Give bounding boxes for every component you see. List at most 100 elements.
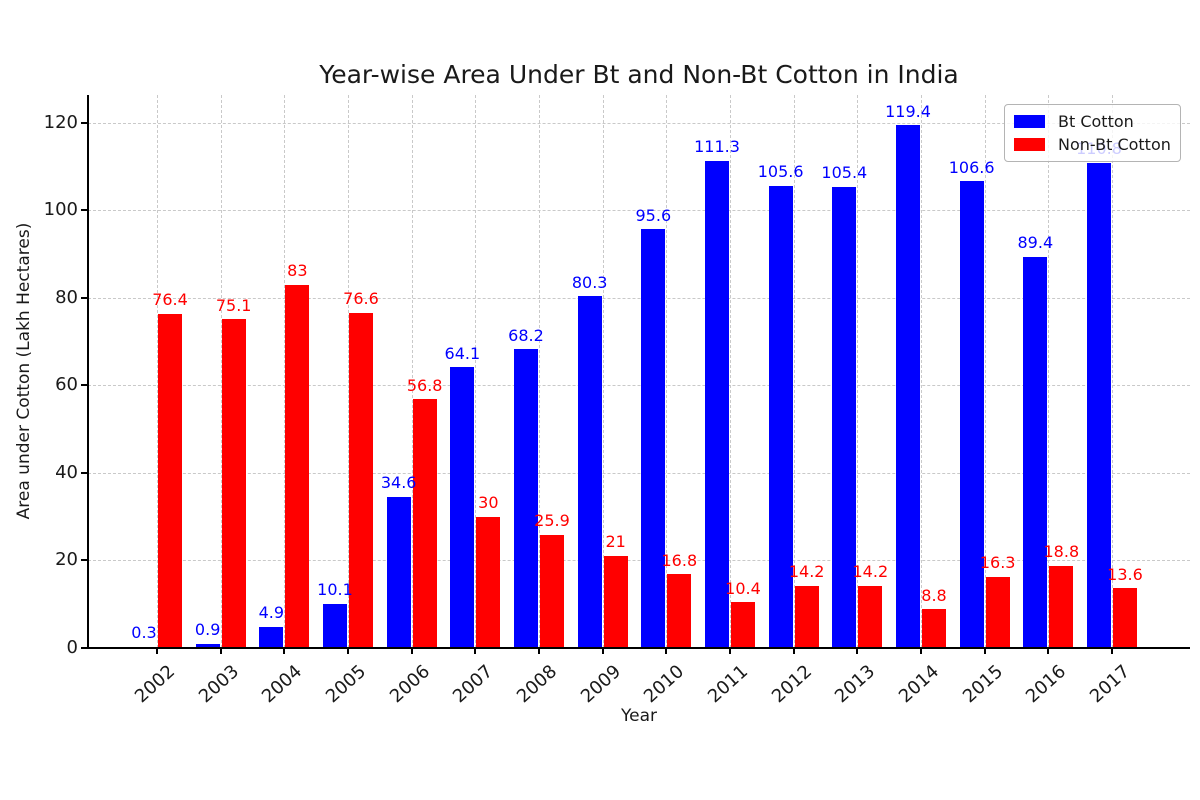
- bar-value-non-bt-cotton-2011: 10.4: [725, 578, 761, 598]
- legend-swatch-bt-cotton: [1014, 115, 1045, 128]
- bar-value-bt-cotton-2008: 68.2: [508, 325, 544, 345]
- y-tick-label-40: 40: [55, 461, 78, 483]
- x-tick-label-2002: 2002: [130, 661, 180, 708]
- bar-non-bt-cotton-2013: [858, 585, 883, 648]
- x-tick-mark-2009: [601, 648, 604, 654]
- gridline-vertical-2015: [984, 95, 986, 648]
- gridline-horizontal-20: [88, 560, 1190, 562]
- bar-value-non-bt-cotton-2017: 13.6: [1107, 564, 1143, 584]
- gridline-vertical-2003: [220, 95, 222, 648]
- bar-non-bt-cotton-2014: [921, 609, 946, 648]
- bar-value-bt-cotton-2010: 95.6: [635, 205, 672, 225]
- gridline-vertical-2010: [666, 95, 668, 648]
- bar-value-non-bt-cotton-2007: 30: [478, 493, 499, 513]
- x-tick-mark-2012: [792, 648, 795, 654]
- bar-non-bt-cotton-2016: [1049, 565, 1074, 648]
- bar-bt-cotton-2017: [1086, 162, 1111, 648]
- plot-area: 0.3 0.9 4.9 10.1 34.6 64.1 68.2 80.3 95.6 111.3 10…: [87, 95, 1190, 649]
- bar-value-non-bt-cotton-2008: 25.9: [534, 511, 570, 531]
- bar-value-bt-cotton-2011: 111.3: [694, 137, 740, 157]
- bar-value-non-bt-cotton-2016: 18.8: [1043, 542, 1080, 562]
- y-axis-line: [87, 95, 89, 648]
- y-tick-label-100: 100: [43, 199, 78, 221]
- bar-bt-cotton-2005: [322, 603, 347, 648]
- x-tick-mark-2005: [346, 648, 349, 654]
- bar-non-bt-cotton-2011: [730, 602, 755, 648]
- bar-value-bt-cotton-2009: 80.3: [571, 272, 608, 292]
- bar-value-bt-cotton-2003: 0.9: [194, 620, 221, 640]
- bar-bt-cotton-2013: [832, 186, 857, 648]
- x-tick-mark-2002: [156, 648, 158, 654]
- bar-value-non-bt-cotton-2003: 75.1: [215, 295, 252, 315]
- bar-non-bt-cotton-2008: [539, 534, 564, 648]
- bar-value-non-bt-cotton-2014: 8.8: [921, 585, 947, 605]
- x-tick-label-2003: 2003: [194, 661, 243, 708]
- bar-value-bt-cotton-2015: 106.6: [948, 157, 995, 177]
- legend-item-bt-cotton: Bt Cotton: [1014, 112, 1171, 131]
- gridline-vertical-2009: [602, 95, 604, 648]
- x-tick-label-2015: 2015: [958, 661, 1007, 708]
- bar-value-bt-cotton-2005: 10.1: [317, 580, 353, 600]
- bar-bt-cotton-2011: [704, 160, 729, 648]
- x-axis-line: [87, 647, 1190, 649]
- bar-value-bt-cotton-2002: 0.3: [131, 623, 157, 643]
- x-tick-mark-2010: [665, 648, 668, 654]
- y-tick-label-0: 0: [66, 637, 78, 658]
- x-tick-mark-2007: [474, 648, 477, 654]
- y-tick-mark-40: [81, 471, 88, 474]
- bar-non-bt-cotton-2007: [476, 516, 501, 648]
- x-tick-label-2012: 2012: [767, 661, 816, 708]
- bar-non-bt-cotton-2012: [794, 585, 819, 648]
- bar-non-bt-cotton-2009: [603, 556, 628, 648]
- bar-bt-cotton-2008: [513, 349, 538, 648]
- x-tick-mark-2006: [410, 648, 413, 654]
- bar-bt-cotton-2006: [386, 496, 411, 648]
- bar-bt-cotton-2015: [959, 181, 984, 648]
- legend-label-non-bt-cotton: Non-Bt Cotton: [1058, 135, 1171, 154]
- x-tick-mark-2003: [219, 648, 222, 654]
- gridline-vertical-2007: [475, 95, 477, 648]
- bar-bt-cotton-2016: [1023, 256, 1048, 648]
- gridline-vertical-2011: [729, 95, 731, 648]
- x-tick-mark-2014: [919, 648, 922, 654]
- bar-value-bt-cotton-2014: 119.4: [885, 101, 931, 121]
- legend-swatch-non-bt-cotton: [1014, 138, 1045, 151]
- x-tick-label-2017: 2017: [1085, 661, 1135, 708]
- x-tick-label-2014: 2014: [894, 661, 944, 708]
- bar-value-bt-cotton-2006: 34.6: [380, 472, 417, 492]
- y-tick-mark-0: [81, 647, 88, 649]
- bar-value-non-bt-cotton-2012: 14.2: [788, 562, 825, 582]
- bar-bt-cotton-2014: [895, 125, 920, 648]
- bar-value-bt-cotton-2013: 105.4: [821, 162, 868, 182]
- gridline-vertical-2008: [538, 95, 540, 648]
- bar-value-bt-cotton-2004: 4.9: [258, 602, 285, 622]
- y-tick-mark-20: [81, 559, 88, 562]
- bar-non-bt-cotton-2015: [985, 576, 1010, 648]
- x-tick-label-2010: 2010: [640, 661, 689, 708]
- y-tick-label-80: 80: [55, 286, 78, 308]
- bar-value-non-bt-cotton-2009: 21: [605, 532, 626, 552]
- x-tick-label-2005: 2005: [321, 661, 371, 708]
- bar-bt-cotton-2012: [768, 185, 793, 648]
- x-tick-label-2016: 2016: [1022, 661, 1071, 708]
- legend: Bt Cotton Non-Bt Cotton: [1004, 104, 1181, 162]
- y-tick-label-60: 60: [55, 374, 78, 396]
- bar-bt-cotton-2004: [259, 626, 284, 648]
- bar-value-non-bt-cotton-2005: 76.6: [343, 289, 379, 309]
- bar-bt-cotton-2003: [195, 644, 220, 648]
- bar-value-non-bt-cotton-2010: 16.8: [661, 550, 698, 570]
- bar-non-bt-cotton-2003: [221, 319, 246, 648]
- x-tick-mark-2008: [537, 648, 540, 654]
- gridline-vertical-2014: [920, 95, 922, 648]
- x-tick-mark-2015: [983, 648, 986, 654]
- gridline-horizontal-120: [88, 122, 1190, 124]
- bar-non-bt-cotton-2005: [348, 312, 373, 648]
- gridline-horizontal-60: [88, 385, 1190, 387]
- gridline-vertical-2016: [1048, 95, 1050, 648]
- legend-item-non-bt-cotton: Non-Bt Cotton: [1014, 135, 1171, 154]
- gridline-vertical-2002: [157, 95, 158, 648]
- gridline-horizontal-80: [88, 297, 1190, 299]
- y-tick-label-20: 20: [55, 549, 78, 571]
- gridline-vertical-2005: [347, 95, 349, 648]
